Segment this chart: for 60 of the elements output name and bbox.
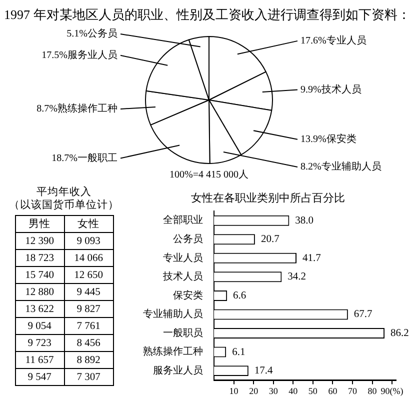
slice-label: 8.7%熟练操作工种	[36, 102, 118, 115]
x-tick-label: 70	[348, 386, 358, 396]
text: 7 761	[64, 318, 113, 334]
slice-label: 9.9%技术人员	[300, 83, 362, 96]
data-label: 67.7	[354, 309, 372, 320]
x-tick-label: 30	[268, 386, 278, 396]
text: 9 547	[15, 368, 64, 386]
slice-label: 8.2%专业辅助人员	[300, 160, 382, 173]
text: 9 445	[64, 284, 113, 300]
y-tick-label: 保安类	[173, 289, 203, 302]
data-label: 86.2	[390, 328, 409, 340]
y-tick-label: 专业辅助人员	[143, 308, 203, 320]
x-tick-label: 20	[249, 386, 259, 396]
text: 11 657	[15, 352, 64, 368]
text: 9 827	[64, 300, 113, 318]
chart-title: 1997 年对某地区人员的职业、性别及工资收入进行调查得到如下资料：	[4, 6, 410, 24]
text: 8 456	[64, 334, 113, 352]
data-label: 38.0	[295, 215, 314, 226]
data-label: 41.7	[302, 252, 321, 264]
text: 14 066	[64, 250, 113, 266]
slice-label: 17.6%专业人员	[300, 34, 366, 47]
text: 12 650	[64, 266, 113, 284]
slice-label: 17.5%服务业人员	[42, 49, 118, 62]
text: 18 723	[15, 250, 64, 266]
text: 12 880	[15, 284, 64, 300]
text: 8 892	[64, 352, 113, 368]
data-label: 6.6	[233, 290, 246, 302]
text: 9 054	[15, 318, 64, 334]
slice-label: 13.9%保安类	[300, 133, 356, 146]
y-tick-label: 服务业人员	[153, 364, 203, 376]
text: 9 723	[15, 334, 64, 352]
text: 15 740	[15, 266, 64, 284]
data-label: 6.1	[232, 346, 246, 358]
x-tick-label: 40	[288, 386, 298, 396]
x-tick-label: 80	[368, 386, 378, 396]
x-tick-label: 50	[308, 386, 318, 396]
y-tick-label: 专业人员	[163, 252, 203, 264]
x-tick-label: 90(%)	[380, 386, 404, 396]
slice-label: 18.7%一般职工	[52, 152, 118, 164]
text: 平均年收入	[36, 186, 92, 199]
y-tick-label: 一般职员	[163, 328, 203, 339]
y-tick-label: 熟练操作工种	[143, 346, 203, 358]
text: 男性	[15, 216, 64, 232]
data-label: 17.4	[254, 366, 274, 377]
text: 12 390	[15, 232, 64, 250]
data-label: 20.7	[260, 234, 280, 246]
data-label: 34.2	[288, 272, 306, 283]
x-tick-label: 60	[328, 386, 338, 396]
text: 13 622	[15, 300, 64, 318]
text: 100%=4 415 000人	[170, 170, 248, 181]
text: 7 307	[64, 368, 113, 386]
y-tick-label: 全部职业	[163, 214, 203, 226]
text: 9 093	[64, 232, 113, 250]
slice-label: 5.1%公务员	[66, 28, 118, 40]
x-tick-label: 10	[229, 386, 239, 396]
y-tick-label: 技术人员	[162, 270, 203, 283]
chart-title: 女性在各职业类别中所占百分比	[191, 191, 345, 204]
y-tick-label: 公务员	[173, 232, 203, 245]
text: 女性	[64, 216, 113, 232]
text: （以该国货币单位计）	[8, 199, 120, 212]
